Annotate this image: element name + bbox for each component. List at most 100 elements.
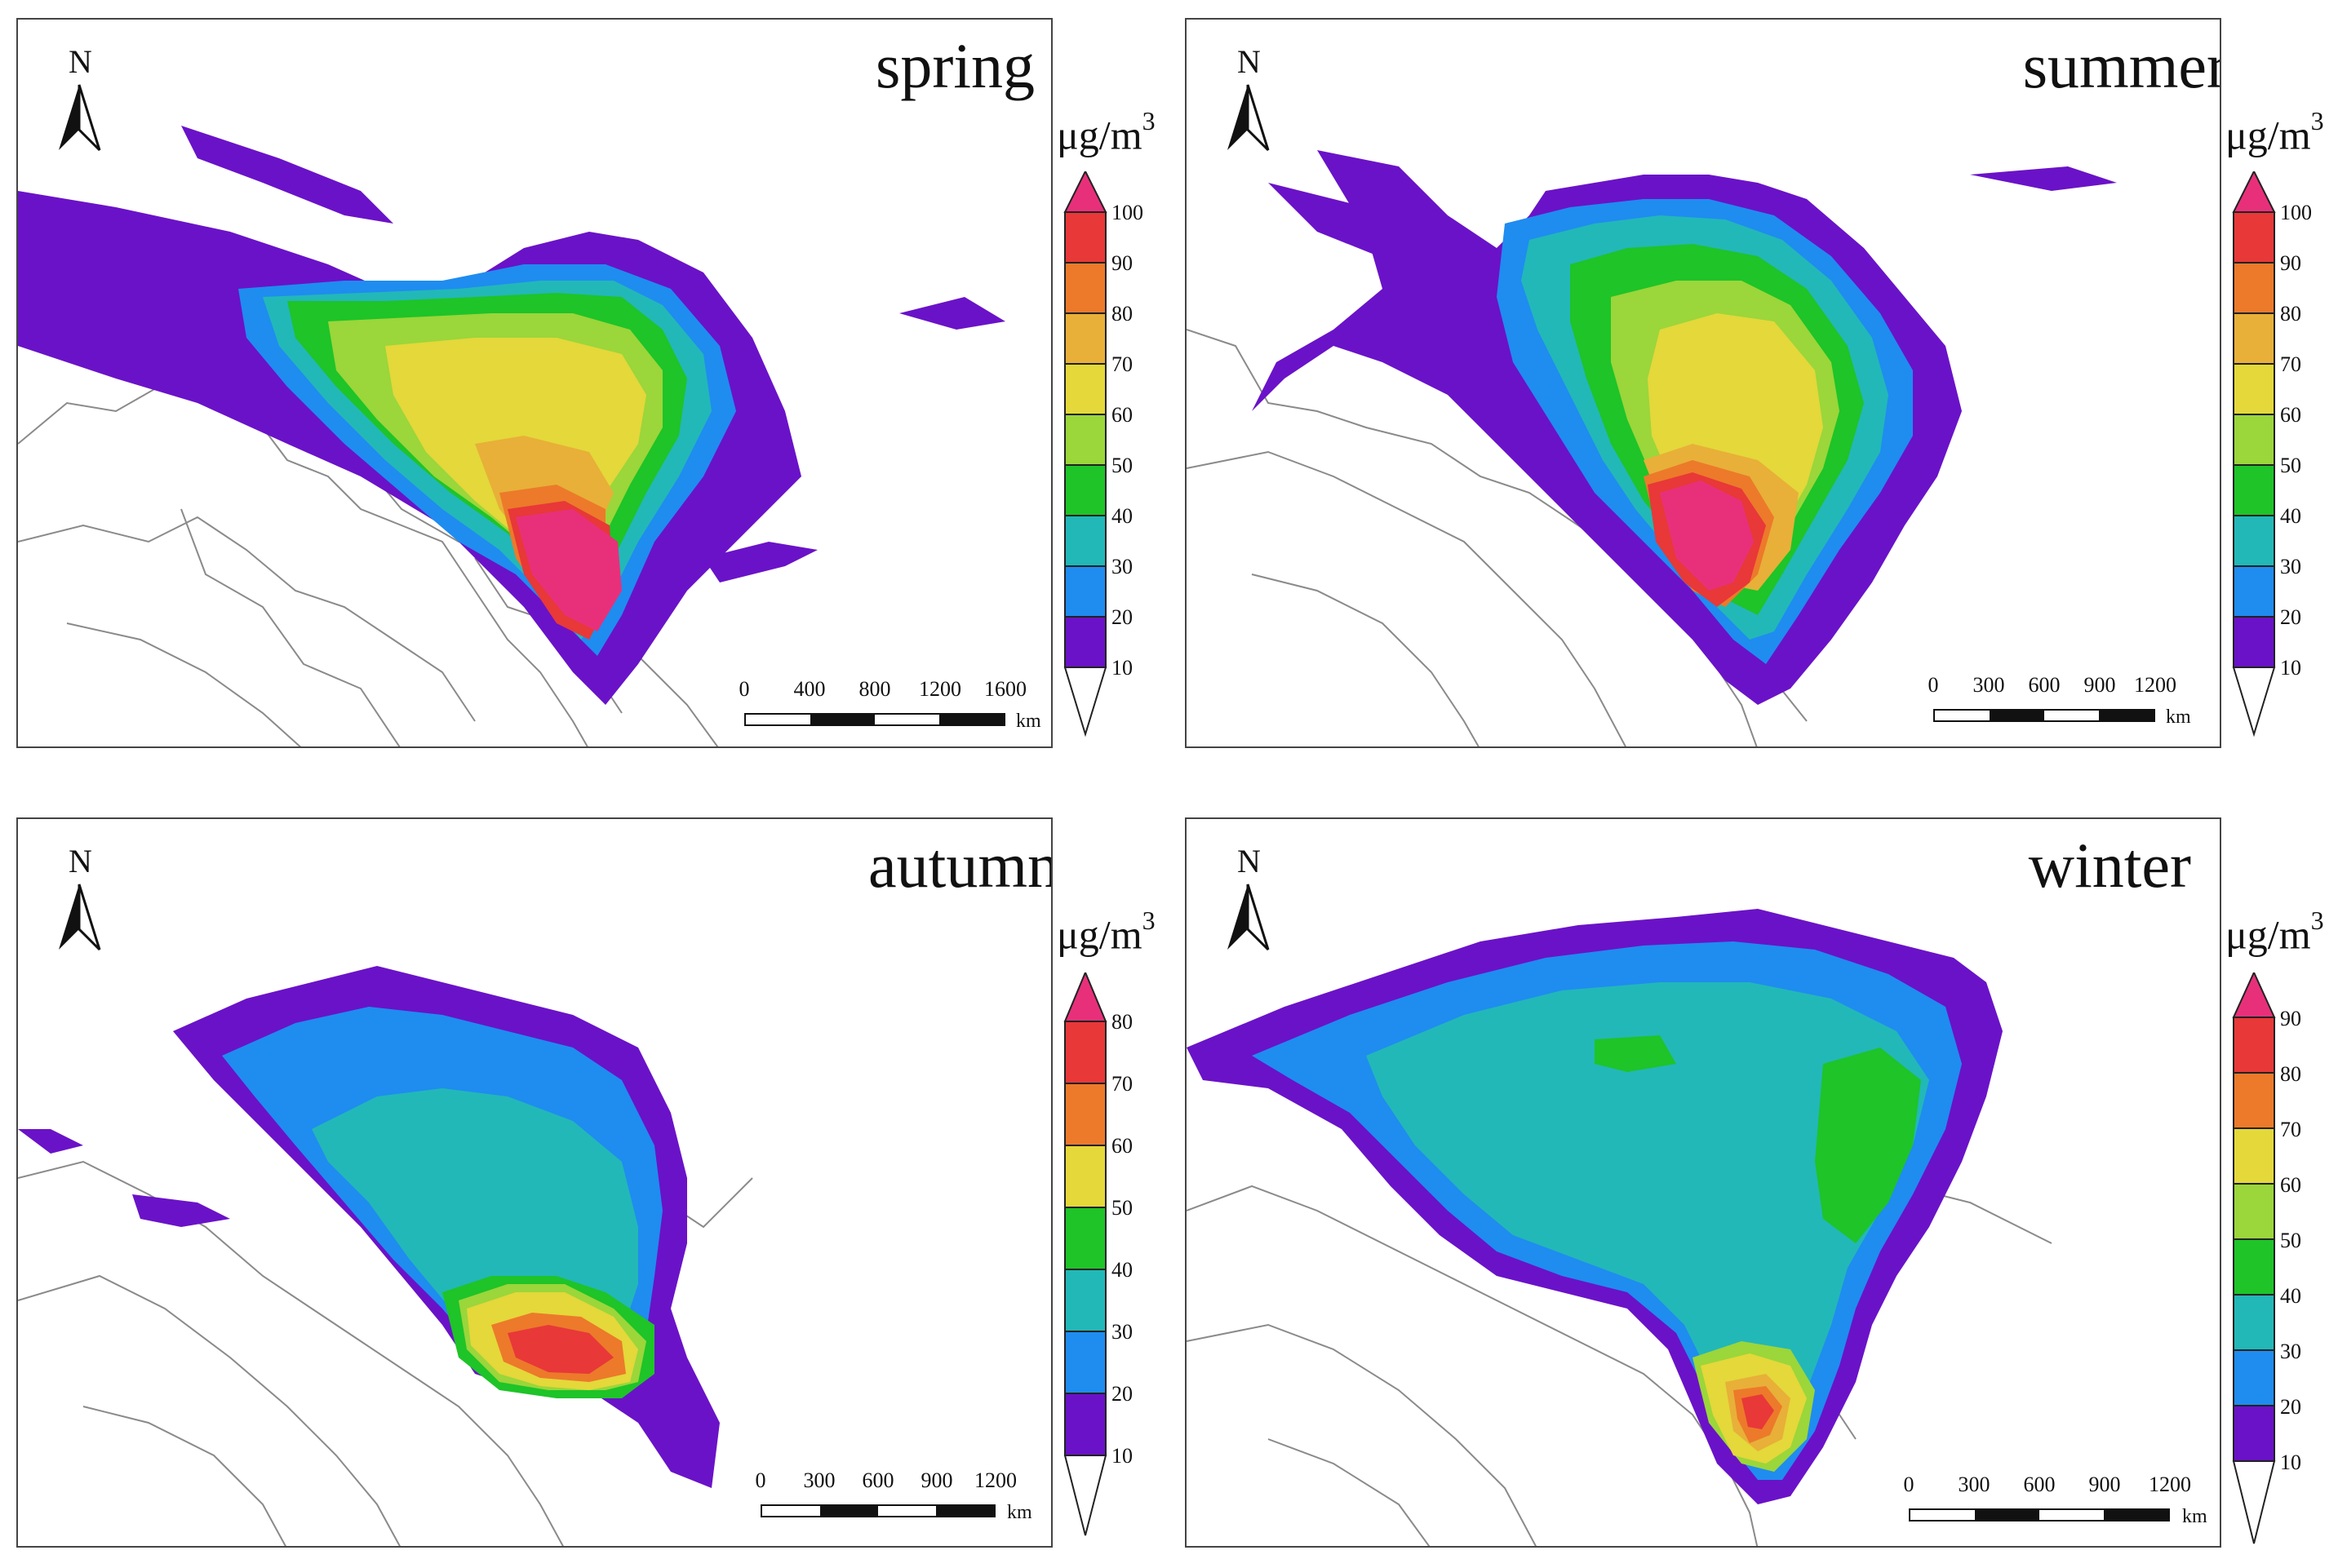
season-title: spring <box>876 30 1035 101</box>
scale-tick: 300 <box>1958 1473 1990 1496</box>
scale-tick: 1200 <box>974 1468 1017 1492</box>
colorbar-label: 30 <box>1111 1320 1133 1344</box>
colorbar-label: 30 <box>2280 555 2301 578</box>
colorbar-label: 90 <box>2280 1007 2301 1030</box>
colorbar-label: 60 <box>1111 1134 1133 1158</box>
scale-tick: 0 <box>755 1468 766 1492</box>
colorbar-label: 70 <box>1111 1072 1133 1096</box>
scale-tick: 900 <box>921 1468 953 1492</box>
concentration-map <box>1187 909 2052 1546</box>
scale-tick: 600 <box>862 1468 894 1492</box>
colorbar-label: 40 <box>2280 1284 2301 1308</box>
scale-tick: 1200 <box>2149 1473 2191 1496</box>
colorbar <box>2232 171 2276 737</box>
north-arrow-icon: N <box>59 43 101 152</box>
north-label: N <box>1237 43 1261 80</box>
colorbar-label: 50 <box>1111 1196 1133 1220</box>
scale-unit: km <box>1007 1502 1032 1523</box>
scale-unit: km <box>2182 1506 2207 1527</box>
scale-tick: 300 <box>803 1468 836 1492</box>
scale-tick: 900 <box>2083 673 2116 697</box>
panel-summer: summer N 0 300 600 900 1200 km μg/m3 <box>1169 0 2338 759</box>
colorbar-label: 20 <box>1111 1382 1133 1406</box>
colorbar-label: 80 <box>2280 302 2301 326</box>
scale-tick: 0 <box>739 677 750 701</box>
scale-bar: 0 400 800 1200 1600 km <box>724 672 1050 746</box>
scale-tick: 1200 <box>2134 673 2176 697</box>
panel-winter: winter N 0 300 600 900 1200 km μg/m3 9 <box>1169 800 2338 1568</box>
colorbar-label: 20 <box>1111 605 1133 629</box>
north-label: N <box>1237 843 1261 879</box>
colorbar-label: 50 <box>2280 454 2301 477</box>
colorbar-label: 10 <box>1111 1444 1133 1468</box>
north-arrow-icon: N <box>1227 43 1270 152</box>
map-frame: winter N 0 300 600 900 1200 km <box>1185 817 2221 1548</box>
colorbar-label: 20 <box>2280 1395 2301 1419</box>
colorbar-label: 10 <box>2280 656 2301 680</box>
plume-contours <box>18 966 720 1488</box>
concentration-map <box>18 966 753 1546</box>
plume-contours <box>18 126 1005 705</box>
colorbar-label: 60 <box>1111 403 1133 427</box>
unit-label: μg/m3 <box>1057 106 1156 158</box>
panel-autumn: autumn N 0 300 600 900 1200 km μg/m3 80 … <box>0 800 1169 1568</box>
colorbar-label: 40 <box>1111 1258 1133 1282</box>
north-label: N <box>69 43 92 80</box>
scale-tick: 900 <box>2088 1473 2121 1496</box>
scale-bar-graphic <box>744 713 1005 726</box>
season-title: winter <box>2028 830 2191 901</box>
colorbar-label: 70 <box>1111 352 1133 376</box>
colorbar-label: 100 <box>1111 201 1143 224</box>
map-frame: spring N 0 400 800 1200 1600 km <box>16 18 1053 748</box>
scale-tick: 0 <box>1928 673 1939 697</box>
panel-spring: spring N 0 400 800 1200 1600 km μg/m3 <box>0 0 1169 759</box>
scale-tick: 600 <box>2028 673 2061 697</box>
scale-tick: 800 <box>858 677 891 701</box>
colorbar <box>1063 972 1107 1536</box>
map-frame: summer N 0 300 600 900 1200 km <box>1185 18 2221 748</box>
colorbar-label: 90 <box>1111 251 1133 275</box>
north-arrow-icon: N <box>1227 843 1270 951</box>
colorbar-label: 20 <box>2280 605 2301 629</box>
scale-bar: 0 300 600 900 1200 km <box>1892 1468 2219 1541</box>
concentration-map <box>18 126 1005 746</box>
colorbar-label: 70 <box>2280 1118 2301 1141</box>
colorbar-label: 40 <box>2280 504 2301 528</box>
scale-tick: 0 <box>1903 1473 1914 1496</box>
scale-bar: 0 300 600 900 1200 km <box>1921 668 2215 742</box>
plume-contours <box>1252 150 2117 705</box>
scale-tick: 400 <box>793 677 826 701</box>
unit-label: μg/m3 <box>2225 906 2324 958</box>
scale-bar: 0 300 600 900 1200 km <box>744 1464 1050 1537</box>
colorbar-label: 10 <box>2280 1451 2301 1474</box>
season-title: autumn <box>868 830 1053 901</box>
scale-tick: 1600 <box>984 677 1027 701</box>
scale-tick: 600 <box>2023 1473 2056 1496</box>
colorbar-label: 60 <box>2280 1173 2301 1197</box>
colorbar <box>2232 972 2276 1544</box>
colorbar-label: 10 <box>1111 656 1133 680</box>
colorbar-label: 80 <box>1111 1010 1133 1034</box>
colorbar <box>1063 171 1107 737</box>
scale-tick: 300 <box>1972 673 2005 697</box>
colorbar-label: 90 <box>2280 251 2301 275</box>
colorbar-label: 60 <box>2280 403 2301 427</box>
colorbar-label: 30 <box>1111 555 1133 578</box>
colorbar-label: 70 <box>2280 352 2301 376</box>
colorbar-label: 80 <box>2280 1062 2301 1086</box>
north-label: N <box>69 843 92 879</box>
map-frame: autumn N 0 300 600 900 1200 km <box>16 817 1053 1548</box>
scale-tick: 1200 <box>919 677 961 701</box>
colorbar-label: 50 <box>1111 454 1133 477</box>
colorbar-label: 100 <box>2280 201 2312 224</box>
colorbar-label: 80 <box>1111 302 1133 326</box>
season-title: summer <box>2022 30 2221 101</box>
north-arrow-icon: N <box>59 843 101 951</box>
scale-bar-graphic <box>761 1504 996 1517</box>
concentration-map <box>1187 150 2117 746</box>
colorbar-label: 30 <box>2280 1340 2301 1363</box>
unit-label: μg/m3 <box>1057 906 1156 958</box>
scale-bar-graphic <box>1933 709 2155 722</box>
unit-label: μg/m3 <box>2225 106 2324 158</box>
scale-bar-graphic <box>1909 1508 2170 1521</box>
